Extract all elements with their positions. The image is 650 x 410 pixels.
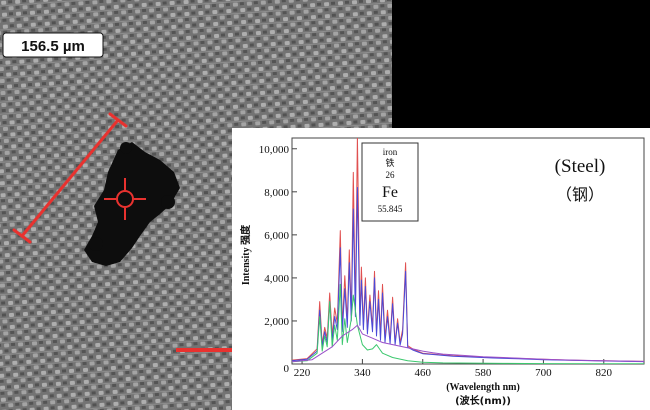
element-atomic-mass: 55.845 [378, 204, 403, 214]
scale-label: 156.5 µm [21, 38, 85, 55]
x-tick-label: 820 [596, 367, 613, 379]
x-axis-label-zh: (波长(nm)) [455, 394, 511, 407]
y-tick-label: 4,000 [264, 273, 289, 285]
element-name-zh: 铁 [385, 157, 394, 168]
spectrum-series [292, 138, 644, 364]
x-tick-label: 340 [354, 367, 371, 379]
measurement-bar [12, 112, 128, 244]
spectrum-line-4 [292, 324, 644, 363]
y-tick-label: 6,000 [264, 230, 289, 242]
x-axis-label: (Wavelength nm) [446, 382, 520, 393]
x-tick-label: 460 [414, 367, 431, 379]
element-card: iron 铁 26 Fe 55.845 [361, 142, 419, 222]
crosshair-marker [104, 178, 146, 220]
y-axis-label: Intensity 强度 [239, 224, 252, 285]
spectrum-line-2 [292, 187, 644, 363]
x-tick-label: 220 [294, 367, 311, 379]
y-tick-label: 8,000 [264, 187, 289, 199]
spectrum-line-3 [292, 283, 644, 364]
sample-label-zh: （钢） [556, 185, 604, 204]
y-axis-ticks: 2,000 4,000 6,000 8,000 10,000 [259, 144, 297, 328]
sample-label-en: (Steel) [555, 156, 606, 177]
scale-label-box: 156.5 µm [2, 32, 104, 58]
plot-area [291, 137, 645, 365]
y-baseline-label: 0 [284, 363, 290, 375]
element-name-en: iron [383, 147, 398, 157]
y-tick-label: 2,000 [264, 316, 289, 328]
y-tick-label: 10,000 [259, 144, 290, 156]
element-atomic-number: 26 [386, 170, 396, 180]
x-tick-label: 580 [475, 367, 492, 379]
x-tick-label: 700 [535, 367, 552, 379]
element-symbol: Fe [382, 184, 398, 201]
